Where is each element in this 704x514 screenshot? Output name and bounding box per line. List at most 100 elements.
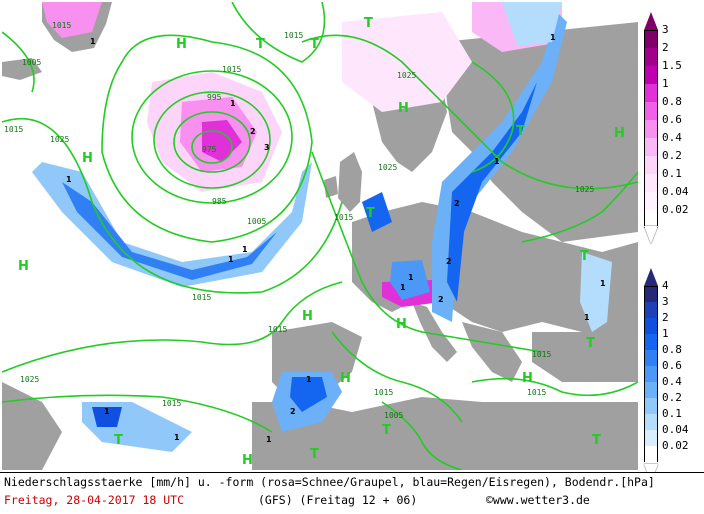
snow-legend-row: 1.5 [640,60,702,84]
cell-label: 1 [306,375,312,384]
snow-greenland [42,2,102,38]
cell-label: 1 [400,283,406,292]
rain-legend-row: 3 [640,296,702,318]
rain-legend-row: 0.4 [640,376,702,398]
pressure-label: 1005 [22,58,41,67]
cell-label: 1 [242,245,248,254]
rain-legend-row: 1 [640,328,702,350]
low-marker: T [586,336,595,351]
caption-copyright[interactable]: ©www.wetter3.de [486,493,590,507]
snow-legend-swatch [644,120,658,138]
british-isles [338,152,362,212]
caption-title: Niederschlagsstaerke [mm/h] u. -form (ro… [4,475,655,489]
snow-legend-label: 0.04 [662,185,689,198]
rain-eastern-core [447,82,537,302]
rain-germany [390,260,430,300]
precip-cell-labels: 1 2 3 1 1 2 1 1 1 1 2 1 1 2 1 1 1 2 1 1 [66,33,606,444]
land-southwest [2,382,62,470]
high-marker: H [242,453,253,468]
rain-legend-swatch [644,430,658,446]
caption-model: (GFS) (Freitag 12 + 06) [258,493,418,507]
cell-label: 1 [494,157,500,166]
rain-legend-label: 0.04 [662,423,689,436]
high-marker: H [176,37,187,52]
low-marker: T [256,37,265,52]
snow-legend-row: 2 [640,42,702,66]
rain-atlantic-front [32,162,312,287]
cell-label: 1 [230,99,236,108]
isobar-1025c [521,171,638,243]
snow-scandinavia [342,12,472,112]
rain-legend: 4 3 2 1 0.8 0.6 0.4 0.2 0.1 0.04 0.02 [640,268,702,500]
pressure-label: 1015 [532,350,551,359]
rain-legend-row: 0.8 [640,344,702,366]
isobar-1015g [231,2,326,63]
cell-label: 2 [290,407,296,416]
low-marker: T [364,16,373,31]
rain-north-sea [362,192,392,232]
rain-legend-row: 0.6 [640,360,702,382]
north-africa [252,397,638,470]
rain-legend-label: 0.6 [662,359,682,372]
snow-legend-label: 1 [662,77,669,90]
snow-legend-row: 3 [640,24,702,49]
low-marker: T [516,124,525,139]
rain-legend-top-arrow [644,268,658,286]
rain-legend-label: 0.8 [662,343,682,356]
italy [412,302,457,362]
snow-legend-swatch [644,102,658,120]
snow-legend-swatch [644,210,658,228]
rain-caucasus [580,252,612,332]
high-marker: H [340,371,351,386]
snow-legend-label: 0.4 [662,131,682,144]
pressure-label: 1015 [52,21,71,30]
rain-legend-swatch [644,446,658,462]
cell-label: 1 [266,435,272,444]
cell-label: 2 [446,257,452,266]
map-canvas: 1015 1005 1015 1025 995 975 985 1005 101… [2,2,638,470]
cell-label: 1 [550,33,556,42]
snow-legend-label: 0.2 [662,149,682,162]
pressure-label: 1015 [222,65,241,74]
snow-legend-label: 0.6 [662,113,682,126]
snow-legend: 3 2 1.5 1 0.8 0.6 0.4 0.2 0.1 0.04 0.02 [640,12,702,244]
pressure-label: 1025 [378,163,397,172]
low-marker: T [382,423,391,438]
rain-legend-swatch [644,382,658,398]
snow-legend-row: 0.04 [640,186,702,210]
pressure-label: 1015 [162,399,181,408]
snow-legend-swatch [644,30,658,49]
cell-label: 2 [250,127,256,136]
rain-southwest-core [92,407,122,427]
snow-legend-row: 1 [640,78,702,102]
snow-legend-swatch [644,192,658,210]
isobars [2,2,638,470]
pressure-label: 1025 [397,71,416,80]
cell-label: 1 [66,175,72,184]
high-marker: H [396,317,407,332]
low-marker: T [580,249,589,264]
rain-legend-swatch [644,286,658,303]
pressure-label: 975 [202,145,217,154]
rain-iberia-core [290,377,327,412]
snow-legend-row: 0.4 [640,132,702,156]
pressure-label: 985 [212,197,227,206]
rain-legend-row: 0.2 [640,392,702,414]
snow-legend-top-arrow [644,12,658,30]
isobar-1015c [2,394,273,433]
cell-label: 1 [408,273,414,282]
low-marker: T [310,447,319,462]
rain-legend-swatch [644,302,658,318]
caption-date: Freitag, 28-04-2017 18 UTC [4,493,185,507]
rain-legend-row: 0.02 [640,440,702,462]
rain-legend-label: 3 [662,295,669,308]
rain-legend-label: 1 [662,327,669,340]
cell-label: 2 [438,295,444,304]
isobar-1015f [471,377,638,397]
snow-legend-label: 3 [662,23,669,36]
pressure-label: 1005 [384,411,403,420]
land-west [2,58,42,80]
isobar-1015b [2,117,343,294]
low-marker: T [114,433,123,448]
